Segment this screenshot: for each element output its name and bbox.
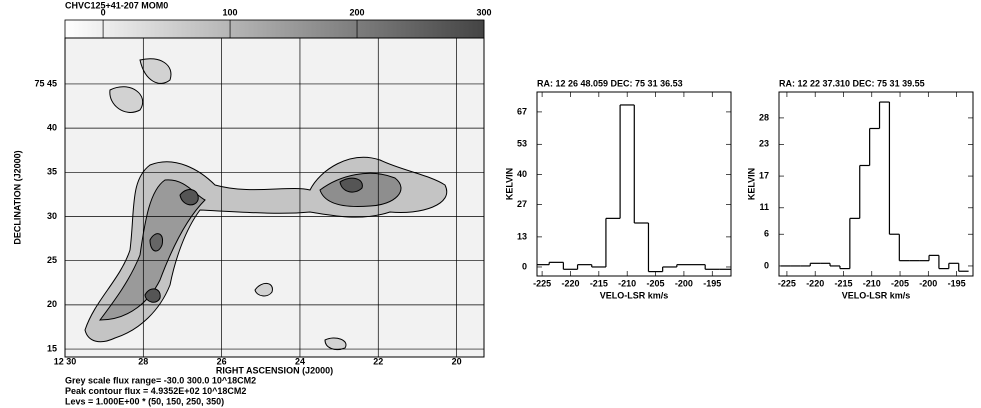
chart-title: RA: 12 22 37.310 DEC: 75 31 39.55 bbox=[779, 78, 925, 88]
x-tick-label: -195 bbox=[948, 278, 966, 288]
x-tick-label: -220 bbox=[806, 278, 824, 288]
plot-frame bbox=[536, 91, 732, 277]
x-axis-label: RIGHT ASCENSION (J2000) bbox=[216, 365, 333, 375]
x-tick-label: 24 bbox=[295, 356, 305, 366]
y-tick-label: 0 bbox=[764, 260, 769, 270]
colorbar-tick-label: 300 bbox=[476, 7, 491, 17]
x-tick-label: 22 bbox=[373, 356, 383, 366]
y-tick-label: 28 bbox=[759, 112, 769, 122]
colorbar-tick-label: 0 bbox=[101, 7, 106, 17]
x-tick-label: -195 bbox=[703, 278, 721, 288]
x-tick-label: -205 bbox=[647, 278, 665, 288]
x-tick-label: -210 bbox=[863, 278, 881, 288]
x-tick-label: -215 bbox=[834, 278, 852, 288]
y-tick-label: 40 bbox=[517, 169, 527, 179]
x-tick-label: 26 bbox=[217, 356, 227, 366]
y-axis-label: DECLINATION (J2000) bbox=[12, 150, 22, 244]
y-tick-label: 11 bbox=[759, 202, 769, 212]
y-tick-label: 25 bbox=[47, 255, 57, 265]
x-tick-label: -220 bbox=[561, 278, 579, 288]
x-tick-label: -210 bbox=[618, 278, 636, 288]
chart-title: RA: 12 26 48.059 DEC: 75 31 36.53 bbox=[537, 78, 683, 88]
annotation: Peak contour flux = 4.9352E+02 10^18CM2 bbox=[65, 386, 246, 396]
plot-frame bbox=[64, 37, 485, 358]
y-axis-label: KELVIN bbox=[746, 168, 756, 200]
y-tick-label: 13 bbox=[517, 231, 527, 241]
y-tick-label: 53 bbox=[517, 139, 527, 149]
annotation: Levs = 1.000E+00 * (50, 150, 250, 350) bbox=[65, 396, 224, 406]
y-tick-label: 40 bbox=[47, 123, 57, 133]
x-axis-label: VELO-LSR km/s bbox=[842, 290, 911, 300]
colorbar bbox=[64, 19, 485, 39]
x-tick-label: -215 bbox=[590, 278, 608, 288]
chart-title: CHVC125+41-207 MOM0 bbox=[65, 0, 168, 10]
x-tick-label: -200 bbox=[675, 278, 693, 288]
y-axis-label: KELVIN bbox=[504, 168, 514, 200]
x-tick-label: -225 bbox=[778, 278, 796, 288]
y-tick-label: 15 bbox=[47, 343, 57, 353]
y-tick-label: 23 bbox=[759, 139, 769, 149]
y-tick-label: 6 bbox=[764, 229, 769, 239]
colorbar-tick-label: 100 bbox=[223, 7, 238, 17]
x-axis-label: VELO-LSR km/s bbox=[600, 290, 669, 300]
x-tick-label: 28 bbox=[138, 356, 148, 366]
y-tick-label: 17 bbox=[759, 170, 769, 180]
y-tick-label: 30 bbox=[47, 211, 57, 221]
colorbar-tick-label: 200 bbox=[350, 7, 365, 17]
x-tick-label: 12 30 bbox=[54, 356, 77, 366]
y-tick-label: 75 45 bbox=[34, 78, 57, 88]
map-emission bbox=[84, 58, 448, 351]
annotation: Grey scale flux range= -30.0 300.0 10^18… bbox=[65, 375, 256, 385]
y-tick-label: 67 bbox=[517, 106, 527, 116]
plot-frame bbox=[778, 91, 974, 277]
x-tick-label: 20 bbox=[452, 356, 462, 366]
x-tick-label: -200 bbox=[919, 278, 937, 288]
y-tick-label: 20 bbox=[47, 299, 57, 309]
x-tick-label: -205 bbox=[891, 278, 909, 288]
y-tick-label: 27 bbox=[517, 199, 527, 209]
x-tick-label: -225 bbox=[533, 278, 551, 288]
y-tick-label: 35 bbox=[47, 167, 57, 177]
y-tick-label: 0 bbox=[522, 261, 527, 271]
